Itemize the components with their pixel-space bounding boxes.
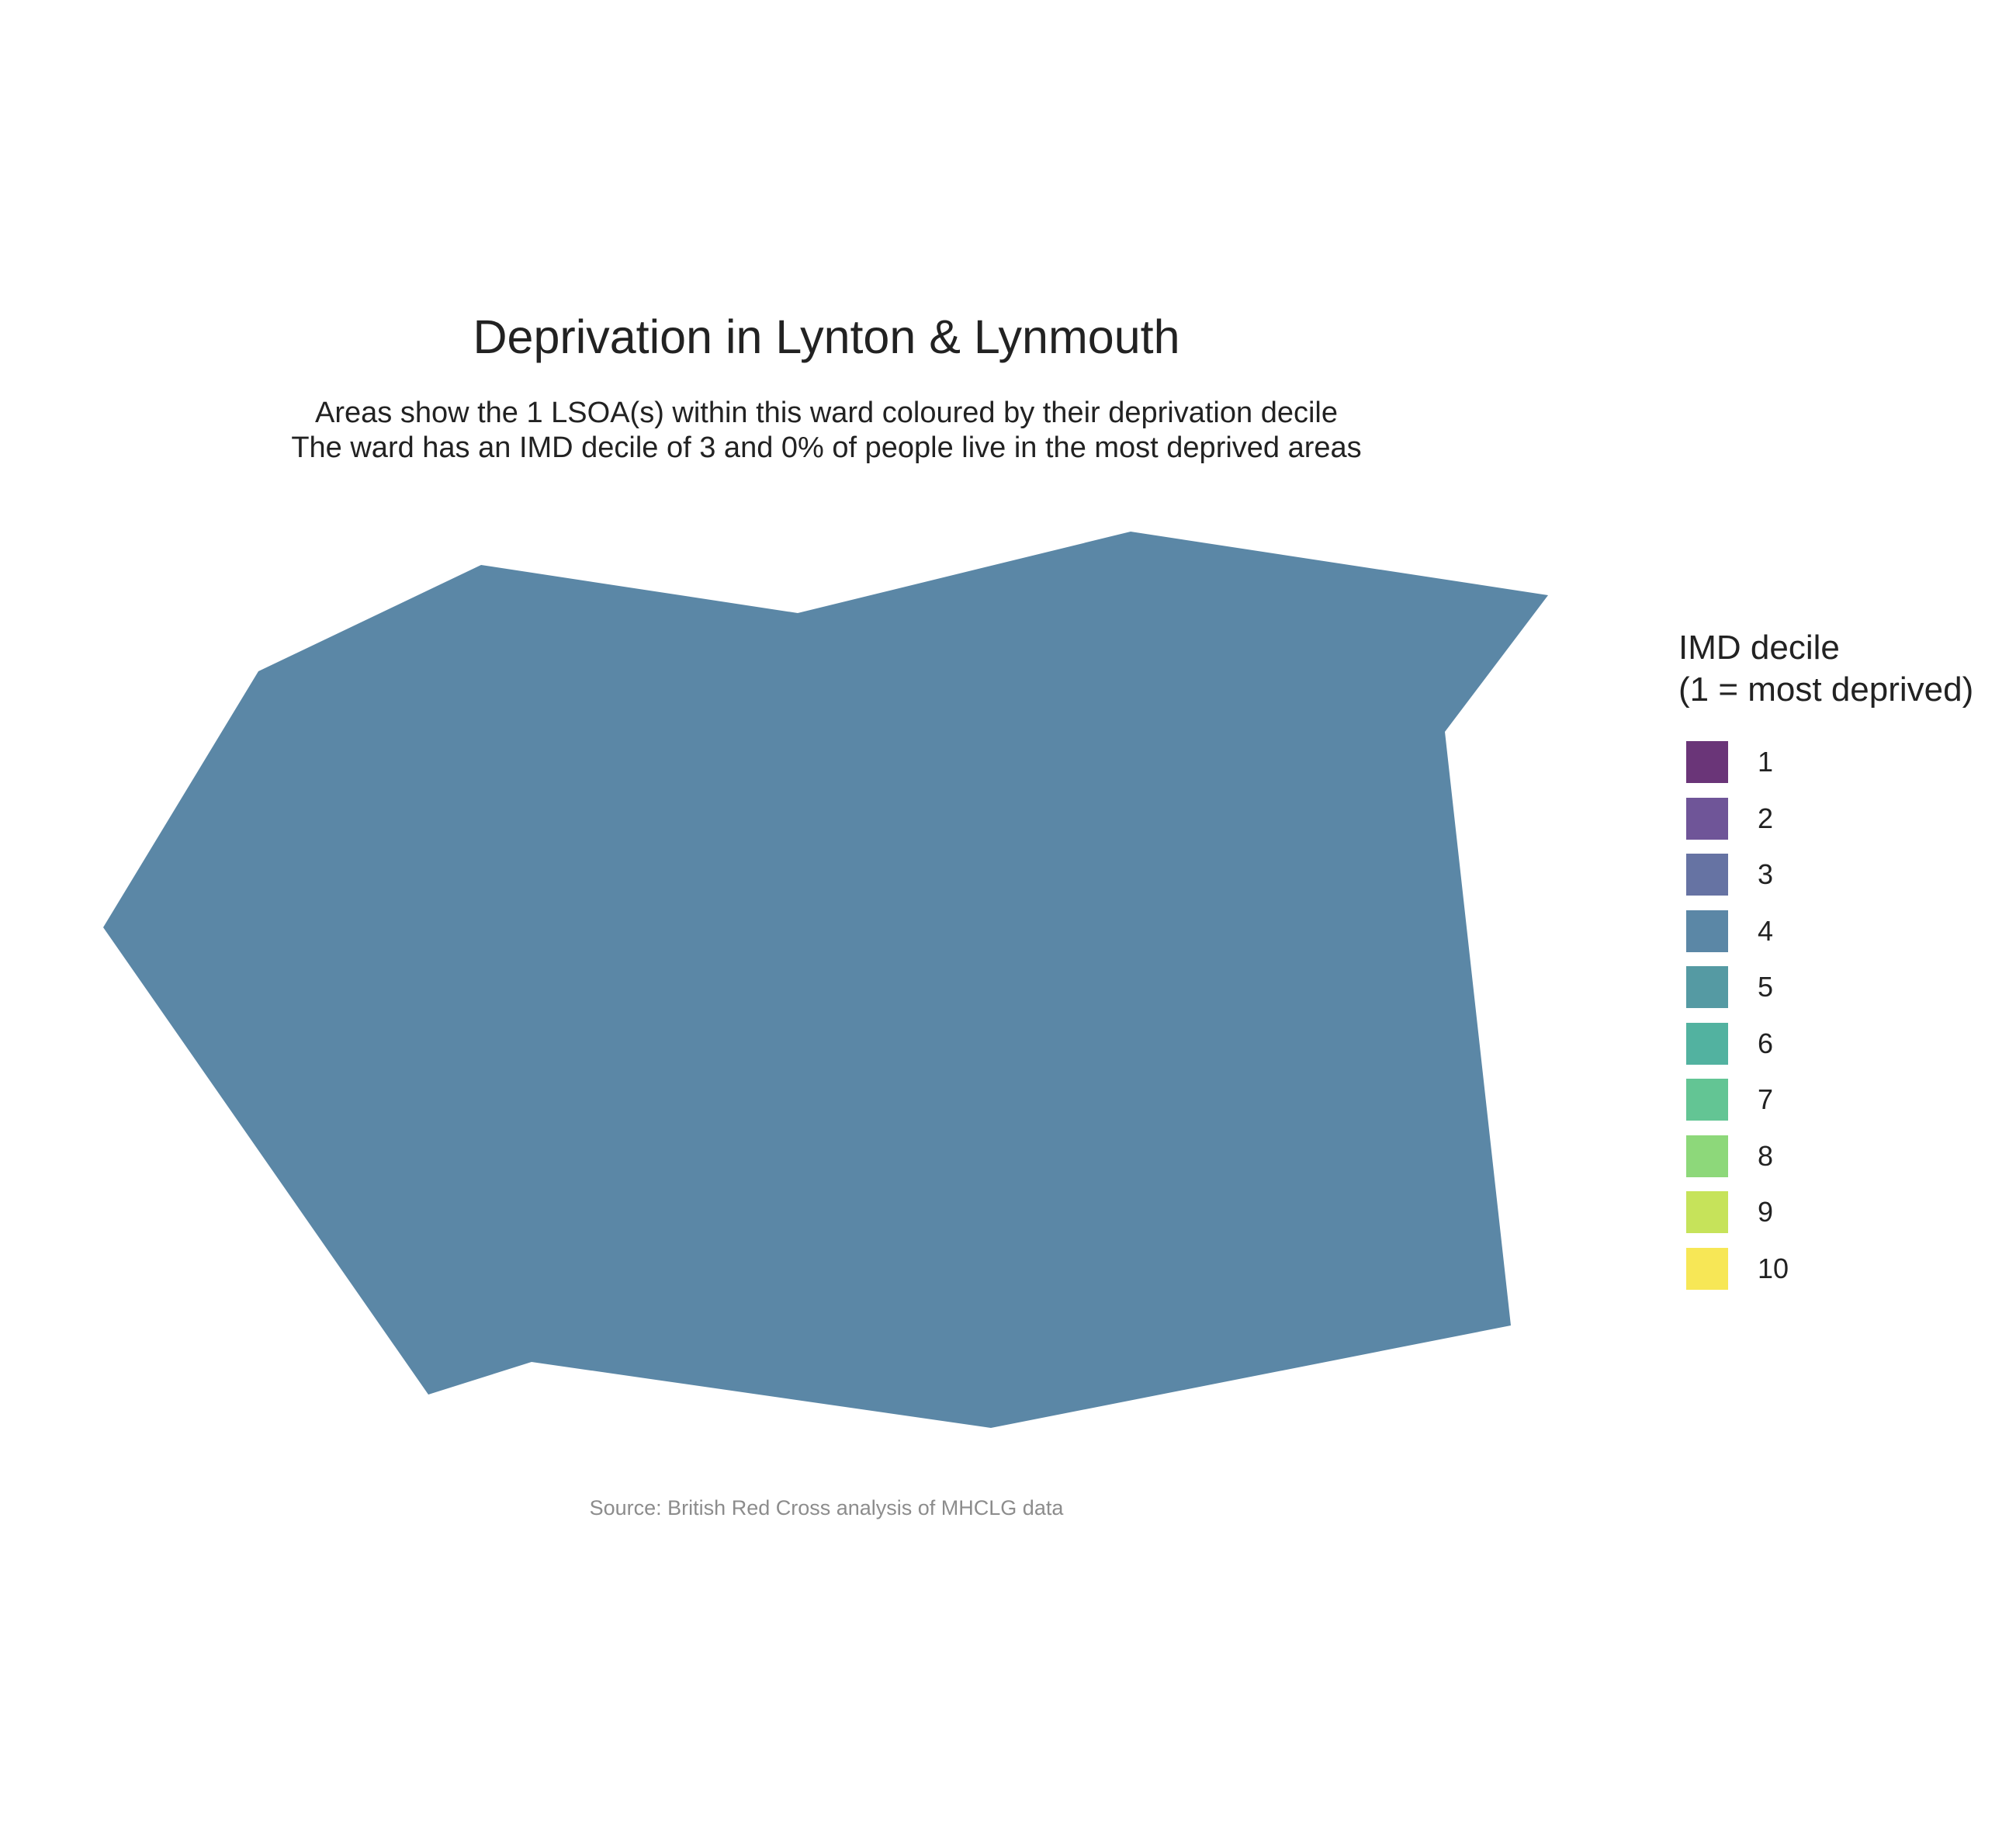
legend-item: 5 xyxy=(1678,959,1973,1016)
lsoa-area[interactable] xyxy=(103,532,1548,1428)
source-caption: Source: British Red Cross analysis of MH… xyxy=(589,1496,1064,1519)
legend-item: 2 xyxy=(1678,791,1973,847)
map-subtitle: Areas show the 1 LSOA(s) within this war… xyxy=(0,396,1653,466)
legend-title-line-1: IMD decile xyxy=(1678,629,1840,667)
legend-item: 7 xyxy=(1678,1072,1973,1128)
legend-label: 9 xyxy=(1758,1196,1774,1228)
legend-label: 6 xyxy=(1758,1027,1774,1059)
legend-swatch xyxy=(1686,1247,1728,1290)
legend-swatch xyxy=(1686,741,1728,784)
legend-label: 7 xyxy=(1758,1083,1774,1116)
legend-label: 3 xyxy=(1758,858,1774,891)
legend-label: 8 xyxy=(1758,1139,1774,1172)
legend-item: 3 xyxy=(1678,847,1973,903)
legend-swatch xyxy=(1686,1079,1728,1121)
legend-swatch xyxy=(1686,854,1728,896)
legend-label: 5 xyxy=(1758,971,1774,1003)
legend-item: 6 xyxy=(1678,1016,1973,1072)
legend-swatch xyxy=(1686,910,1728,952)
legend-label: 10 xyxy=(1758,1252,1789,1284)
legend-label: 2 xyxy=(1758,802,1774,834)
map-title: Deprivation in Lynton & Lynmouth xyxy=(473,310,1180,363)
legend-swatch xyxy=(1686,1135,1728,1177)
legend-items: 1 2 3 4 5 6 7 8 9 10 xyxy=(1678,734,1973,1297)
legend-item: 9 xyxy=(1678,1184,1973,1241)
subtitle-line-2: The ward has an IMD decile of 3 and 0% o… xyxy=(291,431,1362,464)
legend-item: 1 xyxy=(1678,734,1973,791)
legend-label: 1 xyxy=(1758,746,1774,778)
legend-label: 4 xyxy=(1758,914,1774,947)
subtitle-line-1: Areas show the 1 LSOA(s) within this war… xyxy=(315,397,1338,429)
legend-title: IMD decile (1 = most deprived) xyxy=(1678,627,1973,711)
legend-swatch xyxy=(1686,1022,1728,1065)
legend-swatch xyxy=(1686,1191,1728,1234)
legend-title-line-2: (1 = most deprived) xyxy=(1678,670,1974,709)
legend-swatch xyxy=(1686,797,1728,840)
legend-item: 4 xyxy=(1678,903,1973,960)
legend: IMD decile (1 = most deprived) 1 2 3 4 5 6 7 8 9… xyxy=(1678,627,1973,1297)
legend-item: 8 xyxy=(1678,1128,1973,1185)
legend-item: 10 xyxy=(1678,1241,1973,1298)
legend-swatch xyxy=(1686,966,1728,1009)
